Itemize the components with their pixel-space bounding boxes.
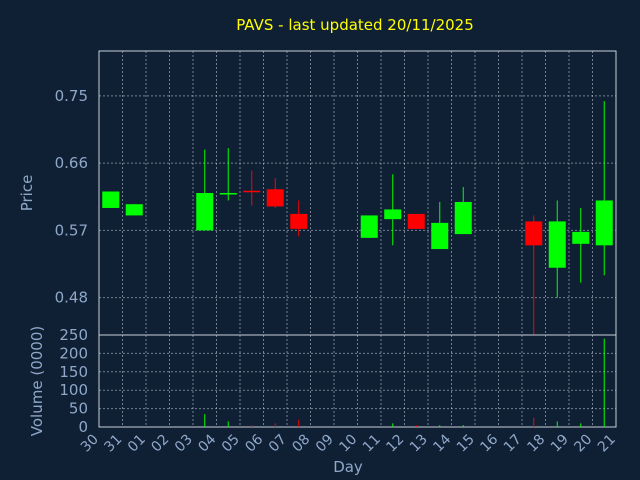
x-tick-label: 08 — [289, 432, 313, 456]
volume-tick-label: 250 — [59, 326, 88, 344]
x-tick-label: 10 — [336, 432, 360, 456]
candle-body — [102, 191, 120, 208]
x-tick-label: 09 — [313, 432, 337, 456]
candle-body — [384, 209, 402, 220]
candle-body — [290, 213, 308, 229]
x-tick-label: 20 — [571, 432, 595, 456]
x-tick-label: 07 — [266, 432, 290, 456]
candle-body — [572, 231, 590, 244]
x-tick-label: 21 — [595, 432, 619, 456]
x-tick-label: 19 — [548, 432, 572, 456]
x-tick-labels: 30 31 01 02 03 04 05 06 07 08 09 10 11 12 13 14 15 16 17 18… — [78, 431, 619, 455]
candle-body — [454, 201, 472, 235]
x-tick-label: 13 — [407, 432, 431, 456]
x-tick-label: 05 — [219, 432, 243, 456]
volume-tick-label: 0 — [78, 418, 88, 436]
candle-body — [407, 213, 425, 229]
x-tick-label: 04 — [195, 431, 219, 455]
x-axis-label: Day — [333, 458, 363, 476]
candle-body — [431, 222, 449, 250]
volume-tick-label: 100 — [59, 381, 88, 399]
x-tick-label: 15 — [454, 432, 478, 456]
volume-bars — [204, 338, 605, 427]
x-tick-label: 12 — [383, 432, 407, 456]
candle-body — [525, 221, 543, 246]
candle-body — [243, 190, 261, 193]
x-tick-label: 03 — [172, 432, 196, 456]
x-tick-label: 14 — [430, 431, 454, 455]
volume-axis-label: Volume (0000) — [28, 326, 46, 436]
candle-body — [219, 193, 237, 195]
x-tick-label: 11 — [360, 432, 384, 456]
price-tick-label: 0.48 — [55, 289, 88, 307]
x-tick-label: 17 — [501, 432, 525, 456]
price-axis-label: Price — [18, 175, 36, 212]
price-grid — [99, 51, 616, 335]
candle-body — [360, 215, 378, 238]
candle-body — [196, 193, 214, 231]
x-tick-label: 02 — [148, 432, 172, 456]
candle-body — [266, 189, 284, 207]
price-tick-label: 0.75 — [55, 87, 88, 105]
candle-body — [548, 221, 566, 268]
candle-body — [125, 204, 143, 216]
x-tick-label: 18 — [524, 432, 548, 456]
price-tick-label: 0.57 — [55, 221, 88, 239]
volume-tick-label: 200 — [59, 344, 88, 362]
volume-grid — [99, 334, 616, 428]
price-panel: 0.75 0.66 0.57 0.48 Price — [18, 50, 617, 343]
x-tick-label: 01 — [125, 432, 149, 456]
volume-tick-label: 50 — [69, 400, 88, 418]
candles — [102, 101, 613, 343]
candle-body — [595, 200, 613, 246]
chart-title: PAVS - last updated 20/11/2025 — [236, 16, 474, 34]
volume-tick-label: 150 — [59, 363, 88, 381]
x-tick-label: 06 — [242, 431, 266, 455]
price-tick-label: 0.66 — [55, 154, 88, 172]
x-tick-label: 31 — [101, 432, 125, 456]
x-tick-label: 16 — [477, 431, 501, 455]
price-y-tick-labels: 0.75 0.66 0.57 0.48 — [55, 87, 88, 307]
